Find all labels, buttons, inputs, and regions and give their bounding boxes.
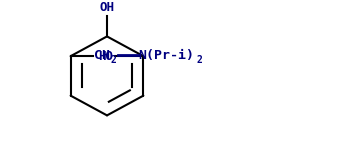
- Text: 2: 2: [111, 55, 117, 65]
- Text: HO: HO: [98, 50, 113, 63]
- Text: CH: CH: [94, 49, 110, 62]
- Text: OH: OH: [99, 1, 115, 14]
- Text: 2: 2: [196, 55, 203, 65]
- Text: N(Pr-i): N(Pr-i): [139, 49, 195, 62]
